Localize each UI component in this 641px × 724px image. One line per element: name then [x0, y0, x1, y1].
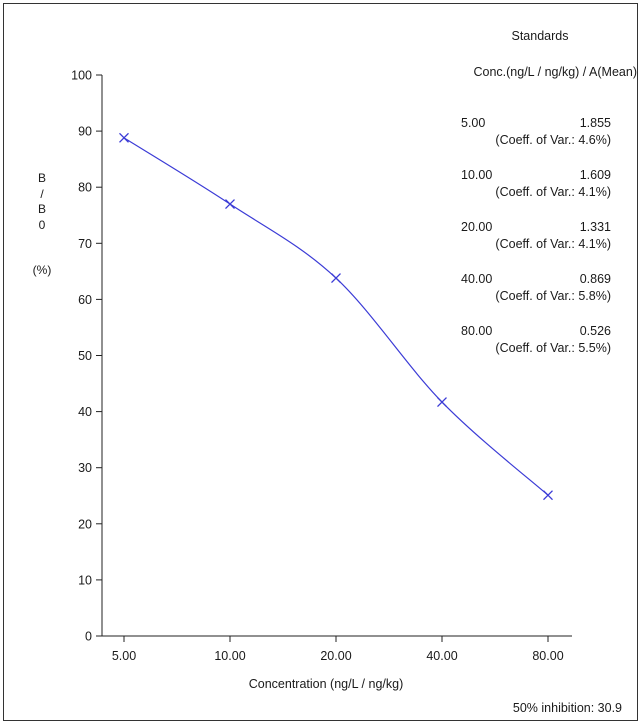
y-axis-label: B/B0(%) [33, 171, 52, 277]
y-axis-label-part: B [38, 171, 46, 185]
y-tick-label: 90 [78, 125, 92, 139]
y-axis-label-part: B [38, 202, 46, 216]
standards-legend: Standards Conc.(ng/L / ng/kg) / A(Mean) 5.… [461, 29, 637, 355]
x-tick-label: 5.00 [112, 649, 136, 663]
y-axis-label-part: / [40, 187, 44, 201]
legend-header: Conc.(ng/L / ng/kg) / A(Mean) [473, 65, 637, 79]
inhibition-footer: 50% inhibition: 30.9 [513, 701, 622, 715]
data-series [119, 132, 553, 501]
y-tick-label: 70 [78, 237, 92, 251]
y-tick-label: 50 [78, 349, 92, 363]
chart-border [3, 3, 638, 721]
y-tick-label: 10 [78, 573, 92, 587]
legend-coeff-var: (Coeff. of Var.: 4.1%) [495, 237, 611, 251]
x-tick-label: 40.00 [426, 649, 457, 663]
legend-absorbance: 0.526 [580, 324, 611, 338]
y-tick-label: 20 [78, 517, 92, 531]
y-tick-label: 0 [85, 630, 92, 644]
legend-absorbance: 1.855 [580, 116, 611, 130]
x-tick-label: 10.00 [214, 649, 245, 663]
y-axis-label-part: 0 [39, 218, 46, 232]
legend-concentration: 20.00 [461, 220, 492, 234]
y-axis-ticks: 0 10 20 30 40 50 60 70 80 90 100 [71, 69, 102, 644]
y-tick-label: 30 [78, 461, 92, 475]
legend-coeff-var: (Coeff. of Var.: 5.5%) [495, 341, 611, 355]
legend-concentration: 5.00 [461, 116, 485, 130]
x-axis-ticks: 5.00 10.00 20.00 40.00 80.00 [112, 636, 564, 663]
data-point-marker [225, 199, 235, 209]
y-tick-label: 100 [71, 69, 92, 83]
data-point-marker [119, 132, 129, 143]
data-point-marker [437, 397, 447, 408]
legend-coeff-var: (Coeff. of Var.: 4.6%) [495, 133, 611, 147]
legend-absorbance: 1.609 [580, 168, 611, 182]
legend-coeff-var: (Coeff. of Var.: 4.1%) [495, 185, 611, 199]
x-axis-label: Concentration (ng/L / ng/kg) [249, 677, 404, 691]
x-tick-label: 20.00 [320, 649, 351, 663]
data-point-marker [331, 273, 341, 284]
y-tick-label: 80 [78, 181, 92, 195]
legend-title: Standards [512, 29, 569, 43]
legend-concentration: 80.00 [461, 324, 492, 338]
y-axis-label-part: (%) [33, 263, 52, 277]
data-point-marker [543, 490, 553, 501]
legend-concentration: 10.00 [461, 168, 492, 182]
y-tick-label: 40 [78, 405, 92, 419]
y-tick-label: 60 [78, 293, 92, 307]
legend-absorbance: 1.331 [580, 220, 611, 234]
legend-coeff-var: (Coeff. of Var.: 5.8%) [495, 289, 611, 303]
legend-absorbance: 0.869 [580, 272, 611, 286]
x-tick-label: 80.00 [532, 649, 563, 663]
legend-concentration: 40.00 [461, 272, 492, 286]
